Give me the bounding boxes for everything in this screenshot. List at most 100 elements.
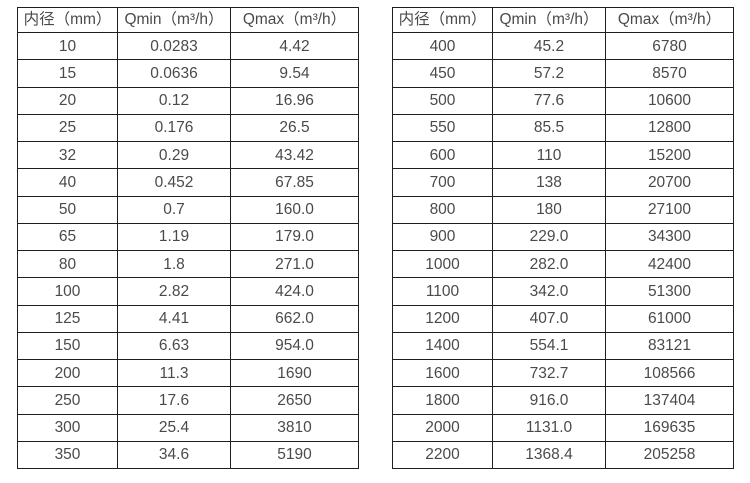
table-cell: 500 [392,86,493,115]
flow-table-small-diameters: 内径（mm） Qmin（m³/h） Qmax（m³/h） 10 0.0283 4.4… [17,7,359,470]
table-cell: 3810 [230,413,359,442]
table-cell: 83121 [605,331,734,361]
table-row: 10 0.0283 4.42 [17,31,359,61]
table-cell: 169635 [605,413,734,442]
table-cell: 108566 [605,358,734,388]
table-row: 20 0.12 16.96 [17,86,359,115]
column-header-qmax: Qmax（m³/h） [230,7,359,33]
table-cell: 25 [17,113,118,143]
table-cell: 350 [17,440,118,470]
table-cell: 180 [492,195,606,224]
table-cell: 554.1 [492,331,606,361]
table-cell: 11.3 [117,358,231,388]
flow-table-large-diameters: 内径（mm） Qmin（m³/h） Qmax（m³/h） 400 45.2 6780… [392,7,734,470]
table-cell: 4.41 [117,304,231,333]
table-cell: 34300 [605,222,734,252]
table-cell: 65 [17,222,118,252]
table-cell: 20 [17,86,118,115]
header-row: 内径（mm） Qmin（m³/h） Qmax（m³/h） [17,7,359,33]
column-header-diameter: 内径（mm） [17,7,118,33]
table-cell: 1200 [392,304,493,333]
table-row: 32 0.29 43.42 [17,140,359,170]
table-row: 40 0.452 67.85 [17,168,359,197]
table-cell: 0.12 [117,86,231,115]
table-cell: 12800 [605,113,734,143]
table-cell: 662.0 [230,304,359,333]
table-cell: 8570 [605,59,734,88]
table-row: 1400 554.1 83121 [392,331,734,361]
table-cell: 137404 [605,386,734,415]
column-header-diameter: 内径（mm） [392,7,493,33]
table-row: 600 110 15200 [392,140,734,170]
table-row: 125 4.41 662.0 [17,304,359,333]
column-header-qmax: Qmax（m³/h） [605,7,734,33]
table-cell: 16.96 [230,86,359,115]
table-cell: 61000 [605,304,734,333]
table-cell: 77.6 [492,86,606,115]
table-row: 80 1.8 271.0 [17,249,359,279]
table-cell: 32 [17,140,118,170]
table-row: 1800 916.0 137404 [392,386,734,415]
table-cell: 450 [392,59,493,88]
table-cell: 954.0 [230,331,359,361]
table-cell: 0.0283 [117,31,231,61]
table-row: 200 11.3 1690 [17,358,359,388]
table-cell: 4.42 [230,31,359,61]
table-cell: 550 [392,113,493,143]
table-cell: 25.4 [117,413,231,442]
table-cell: 138 [492,168,606,197]
table-cell: 43.42 [230,140,359,170]
table-cell: 2200 [392,440,493,470]
table-cell: 1400 [392,331,493,361]
table-cell: 282.0 [492,249,606,279]
table-row: 300 25.4 3810 [17,413,359,442]
table-row: 550 85.5 12800 [392,113,734,143]
table-cell: 50 [17,195,118,224]
table-row: 700 138 20700 [392,168,734,197]
table-cell: 300 [17,413,118,442]
table-cell: 200 [17,358,118,388]
table-row: 1200 407.0 61000 [392,304,734,333]
table-cell: 205258 [605,440,734,470]
table-cell: 1600 [392,358,493,388]
table-row: 350 34.6 5190 [17,440,359,470]
table-cell: 10600 [605,86,734,115]
table-cell: 15 [17,59,118,88]
table-row: 400 45.2 6780 [392,31,734,61]
table-row: 50 0.7 160.0 [17,195,359,224]
table-row: 900 229.0 34300 [392,222,734,252]
table-cell: 0.29 [117,140,231,170]
table-cell: 424.0 [230,277,359,306]
table-row: 800 180 27100 [392,195,734,224]
table-cell: 2.82 [117,277,231,306]
table-row: 1000 282.0 42400 [392,249,734,279]
table-cell: 9.54 [230,59,359,88]
table-row: 15 0.0636 9.54 [17,59,359,88]
table-cell: 150 [17,331,118,361]
table-row: 500 77.6 10600 [392,86,734,115]
table-cell: 160.0 [230,195,359,224]
table-cell: 732.7 [492,358,606,388]
table-cell: 0.452 [117,168,231,197]
table-row: 450 57.2 8570 [392,59,734,88]
table-cell: 250 [17,386,118,415]
table-cell: 5190 [230,440,359,470]
table-cell: 229.0 [492,222,606,252]
table-row: 1100 342.0 51300 [392,277,734,306]
table-cell: 125 [17,304,118,333]
table-cell: 17.6 [117,386,231,415]
header-row: 内径（mm） Qmin（m³/h） Qmax（m³/h） [392,7,734,33]
table-row: 2200 1368.4 205258 [392,440,734,470]
column-header-qmin: Qmin（m³/h） [492,7,606,33]
table-cell: 342.0 [492,277,606,306]
table-row: 2000 1131.0 169635 [392,413,734,442]
table-body: 10 0.0283 4.42 15 0.0636 9.54 20 0.12 16.96 25 0.1… [17,31,359,470]
table-cell: 271.0 [230,249,359,279]
table-cell: 100 [17,277,118,306]
table-cell: 900 [392,222,493,252]
table-row: 65 1.19 179.0 [17,222,359,252]
table-cell: 600 [392,140,493,170]
table-row: 100 2.82 424.0 [17,277,359,306]
table-cell: 407.0 [492,304,606,333]
